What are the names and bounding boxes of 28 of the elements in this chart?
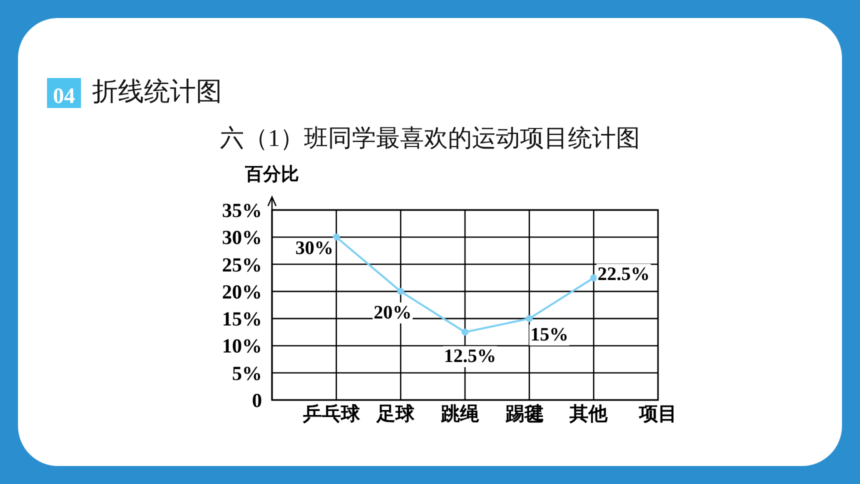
x-tick-label: 乒乓球 xyxy=(302,403,361,425)
y-tick-label: 5% xyxy=(232,362,262,385)
y-tick-label: 30% xyxy=(222,227,262,250)
data-label: 12.5% xyxy=(444,346,496,368)
data-label: 30% xyxy=(295,238,334,260)
y-tick-label: 10% xyxy=(222,336,262,358)
x-axis-title: 项目 xyxy=(638,404,677,425)
chart-title: 六（1）班同学最喜欢的运动项目统计图 xyxy=(220,125,640,152)
point xyxy=(526,315,533,322)
text: 折线统计图 xyxy=(92,77,222,106)
x-tick-label: 跳绳 xyxy=(440,404,480,425)
y-axis-title: 百分比 xyxy=(244,164,299,184)
point xyxy=(397,288,404,295)
data-label: 15% xyxy=(530,324,568,346)
x-tick-label: 踢毽 xyxy=(504,403,544,425)
x-tick-label: 足球 xyxy=(376,403,416,425)
point xyxy=(590,274,598,282)
y-tick-label: 15% xyxy=(222,308,262,331)
y-tick-label: 20% xyxy=(222,281,262,304)
text: 04 xyxy=(53,83,75,108)
data-label: 20% xyxy=(374,302,412,324)
x-tick-label: 其他 xyxy=(568,403,609,425)
y-tick-label: 35% xyxy=(222,200,262,222)
point xyxy=(332,234,340,241)
y-tick-label: 0 xyxy=(252,390,262,412)
data-label: 22.5% xyxy=(598,264,650,285)
point xyxy=(462,328,468,336)
y-tick-label: 25% xyxy=(222,254,262,276)
